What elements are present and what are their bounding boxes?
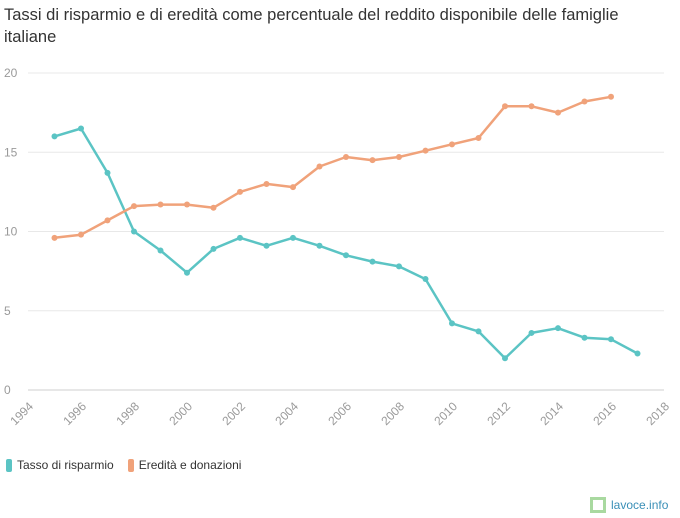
x-tick-label: 1998 bbox=[113, 399, 142, 428]
data-point bbox=[131, 203, 137, 210]
data-point bbox=[343, 154, 349, 161]
data-point bbox=[555, 109, 561, 116]
legend-label-savings: Tasso di risparmio bbox=[17, 458, 114, 472]
data-point bbox=[78, 231, 84, 238]
x-tick-label: 2008 bbox=[378, 399, 407, 428]
x-tick-label: 2010 bbox=[431, 399, 460, 428]
x-tick-label: 2002 bbox=[219, 399, 248, 428]
chart-title: Tassi di risparmio e di eredità come per… bbox=[4, 6, 619, 46]
legend: Tasso di risparmio Eredità e donazioni bbox=[6, 458, 255, 472]
y-tick-label: 10 bbox=[4, 225, 18, 239]
data-point bbox=[263, 242, 270, 249]
legend-item-savings[interactable]: Tasso di risparmio bbox=[6, 458, 114, 472]
data-point bbox=[316, 242, 323, 249]
data-point bbox=[396, 154, 402, 161]
data-point bbox=[634, 350, 641, 357]
y-tick-label: 20 bbox=[4, 66, 18, 80]
data-point bbox=[581, 98, 588, 105]
data-point bbox=[131, 228, 137, 235]
y-tick-label: 0 bbox=[4, 383, 11, 397]
data-point bbox=[51, 133, 58, 140]
data-point bbox=[78, 125, 84, 132]
legend-swatch-savings bbox=[6, 458, 12, 472]
brand-text: lavoce.info bbox=[611, 498, 669, 512]
data-point bbox=[51, 234, 58, 241]
data-point bbox=[290, 184, 296, 191]
data-point bbox=[369, 258, 376, 265]
x-tick-label: 2004 bbox=[272, 399, 301, 428]
data-point bbox=[608, 336, 614, 343]
square-logo-icon bbox=[590, 497, 606, 513]
x-tick-label: 2018 bbox=[643, 399, 672, 428]
legend-item-inheritance[interactable]: Eredità e donazioni bbox=[127, 458, 242, 472]
data-point bbox=[528, 103, 535, 110]
data-point bbox=[290, 234, 296, 241]
data-point bbox=[449, 141, 455, 148]
data-point bbox=[157, 247, 164, 254]
data-point bbox=[396, 263, 402, 270]
data-point bbox=[502, 355, 508, 362]
data-point bbox=[475, 134, 482, 141]
data-point bbox=[528, 329, 535, 336]
series-line-1 bbox=[53, 95, 613, 240]
data-point bbox=[210, 204, 217, 211]
data-point bbox=[608, 93, 614, 100]
y-tick-label: 5 bbox=[4, 304, 11, 318]
data-point bbox=[449, 320, 455, 327]
x-tick-label: 2006 bbox=[325, 399, 354, 428]
data-point bbox=[157, 201, 164, 208]
data-point bbox=[555, 325, 561, 332]
data-point bbox=[343, 252, 349, 259]
data-point bbox=[237, 234, 243, 241]
x-tick-label: 1994 bbox=[7, 399, 36, 428]
data-point bbox=[263, 180, 270, 187]
data-point bbox=[237, 188, 243, 195]
x-tick-label: 2016 bbox=[590, 399, 619, 428]
data-point bbox=[184, 269, 190, 276]
x-tick-label: 2014 bbox=[537, 399, 566, 428]
data-point bbox=[422, 276, 429, 283]
data-point bbox=[475, 328, 482, 335]
x-tick-label: 2000 bbox=[166, 399, 195, 428]
legend-swatch-inheritance bbox=[127, 458, 134, 472]
data-point bbox=[502, 103, 508, 110]
data-point bbox=[369, 157, 376, 164]
x-tick-label: 2012 bbox=[484, 399, 513, 428]
data-point bbox=[581, 334, 588, 341]
series-line-0 bbox=[53, 127, 639, 360]
data-point bbox=[210, 245, 217, 252]
brand-logo[interactable]: lavoce.info bbox=[590, 497, 668, 513]
legend-label-inheritance: Eredità e donazioni bbox=[138, 458, 242, 472]
data-point bbox=[104, 169, 111, 176]
data-point bbox=[104, 217, 111, 224]
x-tick-label: 1996 bbox=[60, 399, 89, 428]
data-point bbox=[316, 163, 323, 170]
data-point bbox=[422, 147, 429, 154]
data-point bbox=[184, 201, 190, 208]
y-tick-label: 15 bbox=[4, 145, 18, 159]
